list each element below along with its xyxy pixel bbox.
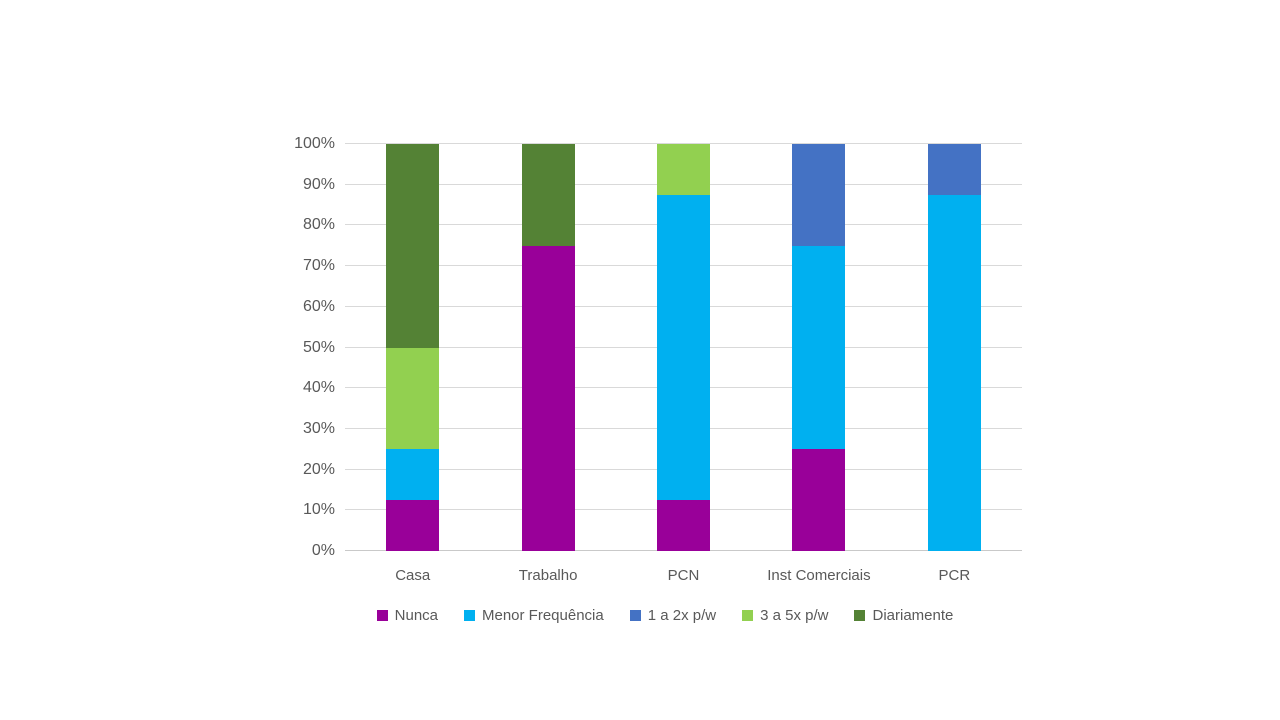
- legend: Nunca Menor Frequência 1 a 2x p/w 3 a 5x p/…: [295, 607, 1035, 624]
- legend-label: Nunca: [394, 607, 438, 624]
- y-tick-label: 30%: [302, 419, 335, 437]
- bar-slot-0: [345, 144, 480, 551]
- bars: [345, 144, 1022, 551]
- legend-label: Diariamente: [872, 607, 954, 624]
- legend-marker-icon: [464, 610, 475, 621]
- bar-slot-3: [751, 144, 886, 551]
- legend-item: Diariamente: [854, 607, 953, 624]
- bar-segment: [657, 194, 711, 501]
- bar-1: [521, 144, 575, 551]
- x-axis-label: Casa: [395, 567, 431, 584]
- x-axis-label: PCN: [667, 567, 700, 584]
- bar-segment: [792, 449, 846, 551]
- y-tick-label: 70%: [302, 257, 335, 275]
- legend-item: Menor Frequência: [464, 607, 604, 624]
- bar-0: [386, 144, 440, 551]
- bar-3: [792, 144, 846, 551]
- legend-marker-icon: [376, 610, 388, 621]
- bar-2: [657, 144, 711, 551]
- y-tick-label: 80%: [302, 216, 335, 234]
- bar-slot-2: [616, 144, 751, 551]
- y-tick-label: 40%: [302, 379, 335, 397]
- legend-marker-icon: [854, 610, 866, 621]
- legend-label: 1 a 2x p/w: [647, 607, 717, 624]
- bar-segment: [386, 347, 440, 450]
- y-tick-label: 60%: [302, 297, 335, 315]
- bar-segment: [657, 500, 711, 551]
- bar-segment: [927, 194, 981, 551]
- legend-item: Nunca: [376, 607, 438, 624]
- bar-segment: [792, 245, 846, 450]
- y-tick-label: 10%: [302, 501, 335, 519]
- bar-segment: [521, 144, 575, 246]
- legend-item: 3 a 5x p/w: [742, 607, 828, 624]
- legend-item: 1 a 2x p/w: [629, 607, 717, 624]
- bar-segment: [521, 245, 575, 551]
- bar-segment: [386, 449, 440, 501]
- x-axis-label: PCR: [938, 567, 971, 584]
- bar-segment: [792, 144, 846, 246]
- plot-area: [345, 143, 1022, 551]
- legend-label: 3 a 5x p/w: [760, 607, 829, 624]
- x-axis: Casa Trabalho PCN Inst Comerciais PCR: [345, 567, 1022, 584]
- y-tick-label: 50%: [302, 338, 335, 356]
- y-tick-label: 90%: [302, 175, 335, 193]
- y-tick-label: 20%: [302, 460, 335, 478]
- bar-slot-4: [887, 144, 1022, 551]
- gridline-100: [345, 143, 1022, 144]
- x-axis-label: Inst Comerciais: [767, 567, 871, 584]
- bar-slot-1: [480, 144, 615, 551]
- bar-segment: [386, 500, 440, 551]
- bar-segment: [657, 144, 711, 195]
- y-tick-label: 100%: [294, 135, 335, 152]
- legend-marker-icon: [629, 610, 641, 621]
- y-axis: 0% 10% 20% 30% 40% 50% 60% 70% 80% 90% 100%: [245, 135, 335, 559]
- y-tick-label: 0%: [311, 542, 335, 559]
- bar-4: [927, 144, 981, 551]
- bar-segment: [927, 144, 981, 195]
- x-axis-label: Trabalho: [518, 567, 578, 584]
- legend-marker-icon: [742, 610, 754, 621]
- bar-segment: [386, 144, 440, 348]
- legend-label: Menor Frequência: [482, 607, 604, 624]
